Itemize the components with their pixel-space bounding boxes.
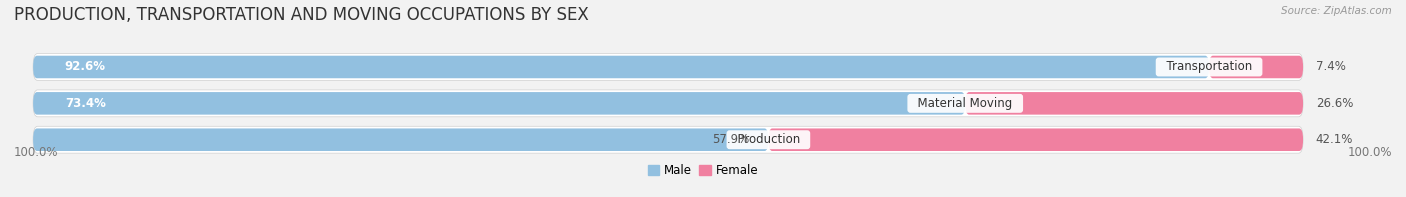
FancyBboxPatch shape — [34, 54, 1303, 80]
Text: 7.4%: 7.4% — [1316, 60, 1346, 73]
FancyBboxPatch shape — [34, 92, 966, 115]
Text: 26.6%: 26.6% — [1316, 97, 1353, 110]
Text: 73.4%: 73.4% — [65, 97, 105, 110]
Text: Material Moving: Material Moving — [910, 97, 1021, 110]
FancyBboxPatch shape — [769, 128, 1303, 151]
FancyBboxPatch shape — [1209, 56, 1303, 78]
FancyBboxPatch shape — [34, 90, 1303, 117]
Text: 42.1%: 42.1% — [1316, 133, 1353, 146]
Text: Transportation: Transportation — [1159, 60, 1260, 73]
Text: 100.0%: 100.0% — [14, 146, 59, 159]
FancyBboxPatch shape — [34, 128, 769, 151]
Text: Production: Production — [730, 133, 807, 146]
FancyBboxPatch shape — [966, 92, 1303, 115]
Text: 100.0%: 100.0% — [1347, 146, 1392, 159]
Text: PRODUCTION, TRANSPORTATION AND MOVING OCCUPATIONS BY SEX: PRODUCTION, TRANSPORTATION AND MOVING OC… — [14, 6, 589, 24]
Text: 57.9%: 57.9% — [711, 133, 749, 146]
Text: 92.6%: 92.6% — [65, 60, 105, 73]
FancyBboxPatch shape — [34, 126, 1303, 153]
Legend: Male, Female: Male, Female — [643, 159, 763, 182]
FancyBboxPatch shape — [34, 56, 1209, 78]
Text: Source: ZipAtlas.com: Source: ZipAtlas.com — [1281, 6, 1392, 16]
